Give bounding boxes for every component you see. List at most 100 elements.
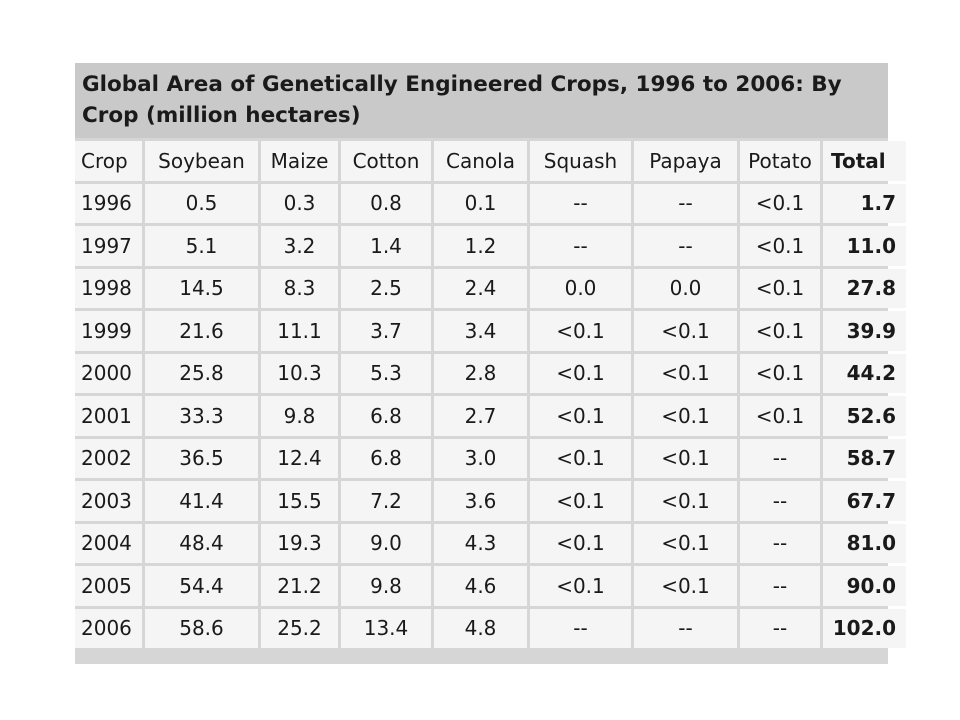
year-cell: 1998: [75, 268, 142, 308]
table-row: 1997 5.1 3.2 1.4 1.2 -- -- <0.1 11.0: [75, 226, 906, 266]
cotton-cell: 0.8: [341, 183, 431, 223]
soybean-cell: 41.4: [145, 481, 258, 521]
soybean-cell: 58.6: [145, 608, 258, 648]
cotton-cell: 7.2: [341, 481, 431, 521]
total-cell: 39.9: [823, 311, 906, 351]
table-row: 2002 36.5 12.4 6.8 3.0 <0.1 <0.1 -- 58.7: [75, 438, 906, 478]
table-row: 2004 48.4 19.3 9.0 4.3 <0.1 <0.1 -- 81.0: [75, 523, 906, 563]
canola-cell: 4.8: [434, 608, 527, 648]
canola-cell: 0.1: [434, 183, 527, 223]
papaya-cell: <0.1: [634, 481, 737, 521]
total-cell: 44.2: [823, 353, 906, 393]
squash-cell: --: [530, 226, 631, 266]
squash-cell: <0.1: [530, 438, 631, 478]
squash-cell: <0.1: [530, 311, 631, 351]
table-row: 2005 54.4 21.2 9.8 4.6 <0.1 <0.1 -- 90.0: [75, 566, 906, 606]
potato-cell: --: [740, 523, 820, 563]
table-row: 2006 58.6 25.2 13.4 4.8 -- -- -- 102.0: [75, 608, 906, 648]
maize-cell: 0.3: [261, 183, 338, 223]
potato-cell: <0.1: [740, 268, 820, 308]
potato-cell: <0.1: [740, 226, 820, 266]
total-cell: 58.7: [823, 438, 906, 478]
soybean-cell: 33.3: [145, 396, 258, 436]
squash-cell: <0.1: [530, 481, 631, 521]
header-row: Crop Soybean Maize Cotton Canola Squash Papaya…: [75, 141, 906, 181]
soybean-cell: 21.6: [145, 311, 258, 351]
papaya-cell: --: [634, 226, 737, 266]
year-cell: 2006: [75, 608, 142, 648]
cotton-cell: 1.4: [341, 226, 431, 266]
papaya-cell: <0.1: [634, 396, 737, 436]
canola-cell: 2.8: [434, 353, 527, 393]
canola-cell: 3.0: [434, 438, 527, 478]
potato-cell: --: [740, 481, 820, 521]
squash-cell: --: [530, 608, 631, 648]
cotton-cell: 2.5: [341, 268, 431, 308]
potato-cell: --: [740, 608, 820, 648]
year-cell: 2002: [75, 438, 142, 478]
table-row: 2000 25.8 10.3 5.3 2.8 <0.1 <0.1 <0.1 44.2: [75, 353, 906, 393]
total-cell: 1.7: [823, 183, 906, 223]
year-cell: 1999: [75, 311, 142, 351]
potato-cell: --: [740, 566, 820, 606]
year-cell: 2001: [75, 396, 142, 436]
squash-cell: 0.0: [530, 268, 631, 308]
cotton-cell: 13.4: [341, 608, 431, 648]
total-cell: 102.0: [823, 608, 906, 648]
cotton-cell: 5.3: [341, 353, 431, 393]
potato-cell: <0.1: [740, 311, 820, 351]
column-header-potato: Potato: [740, 141, 820, 181]
maize-cell: 8.3: [261, 268, 338, 308]
maize-cell: 12.4: [261, 438, 338, 478]
cotton-cell: 6.8: [341, 438, 431, 478]
crop-area-table: Crop Soybean Maize Cotton Canola Squash Papaya…: [72, 138, 909, 651]
potato-cell: <0.1: [740, 396, 820, 436]
soybean-cell: 5.1: [145, 226, 258, 266]
papaya-cell: --: [634, 608, 737, 648]
year-cell: 1997: [75, 226, 142, 266]
papaya-cell: --: [634, 183, 737, 223]
squash-cell: <0.1: [530, 353, 631, 393]
maize-cell: 10.3: [261, 353, 338, 393]
table-title: Global Area of Genetically Engineered Cr…: [75, 63, 888, 138]
data-table-panel: Global Area of Genetically Engineered Cr…: [75, 63, 906, 664]
potato-cell: --: [740, 438, 820, 478]
table-row: 1996 0.5 0.3 0.8 0.1 -- -- <0.1 1.7: [75, 183, 906, 223]
year-cell: 2003: [75, 481, 142, 521]
table-row: 1999 21.6 11.1 3.7 3.4 <0.1 <0.1 <0.1 39.9: [75, 311, 906, 351]
canola-cell: 2.7: [434, 396, 527, 436]
soybean-cell: 36.5: [145, 438, 258, 478]
canola-cell: 4.6: [434, 566, 527, 606]
canola-cell: 4.3: [434, 523, 527, 563]
soybean-cell: 54.4: [145, 566, 258, 606]
papaya-cell: <0.1: [634, 523, 737, 563]
squash-cell: <0.1: [530, 523, 631, 563]
potato-cell: <0.1: [740, 353, 820, 393]
maize-cell: 11.1: [261, 311, 338, 351]
canola-cell: 1.2: [434, 226, 527, 266]
soybean-cell: 25.8: [145, 353, 258, 393]
canola-cell: 2.4: [434, 268, 527, 308]
maize-cell: 25.2: [261, 608, 338, 648]
potato-cell: <0.1: [740, 183, 820, 223]
squash-cell: <0.1: [530, 396, 631, 436]
table-row: 2001 33.3 9.8 6.8 2.7 <0.1 <0.1 <0.1 52.6: [75, 396, 906, 436]
table-body: 1996 0.5 0.3 0.8 0.1 -- -- <0.1 1.7 1997 5.1 3.2 1.4…: [75, 183, 906, 648]
total-cell: 90.0: [823, 566, 906, 606]
year-cell: 2005: [75, 566, 142, 606]
column-header-cotton: Cotton: [341, 141, 431, 181]
squash-cell: <0.1: [530, 566, 631, 606]
column-header-canola: Canola: [434, 141, 527, 181]
soybean-cell: 0.5: [145, 183, 258, 223]
papaya-cell: <0.1: [634, 566, 737, 606]
canola-cell: 3.6: [434, 481, 527, 521]
maize-cell: 3.2: [261, 226, 338, 266]
total-cell: 11.0: [823, 226, 906, 266]
total-cell: 67.7: [823, 481, 906, 521]
table-row: 2003 41.4 15.5 7.2 3.6 <0.1 <0.1 -- 67.7: [75, 481, 906, 521]
column-header-crop: Crop: [75, 141, 142, 181]
maize-cell: 9.8: [261, 396, 338, 436]
papaya-cell: <0.1: [634, 438, 737, 478]
papaya-cell: 0.0: [634, 268, 737, 308]
year-cell: 1996: [75, 183, 142, 223]
